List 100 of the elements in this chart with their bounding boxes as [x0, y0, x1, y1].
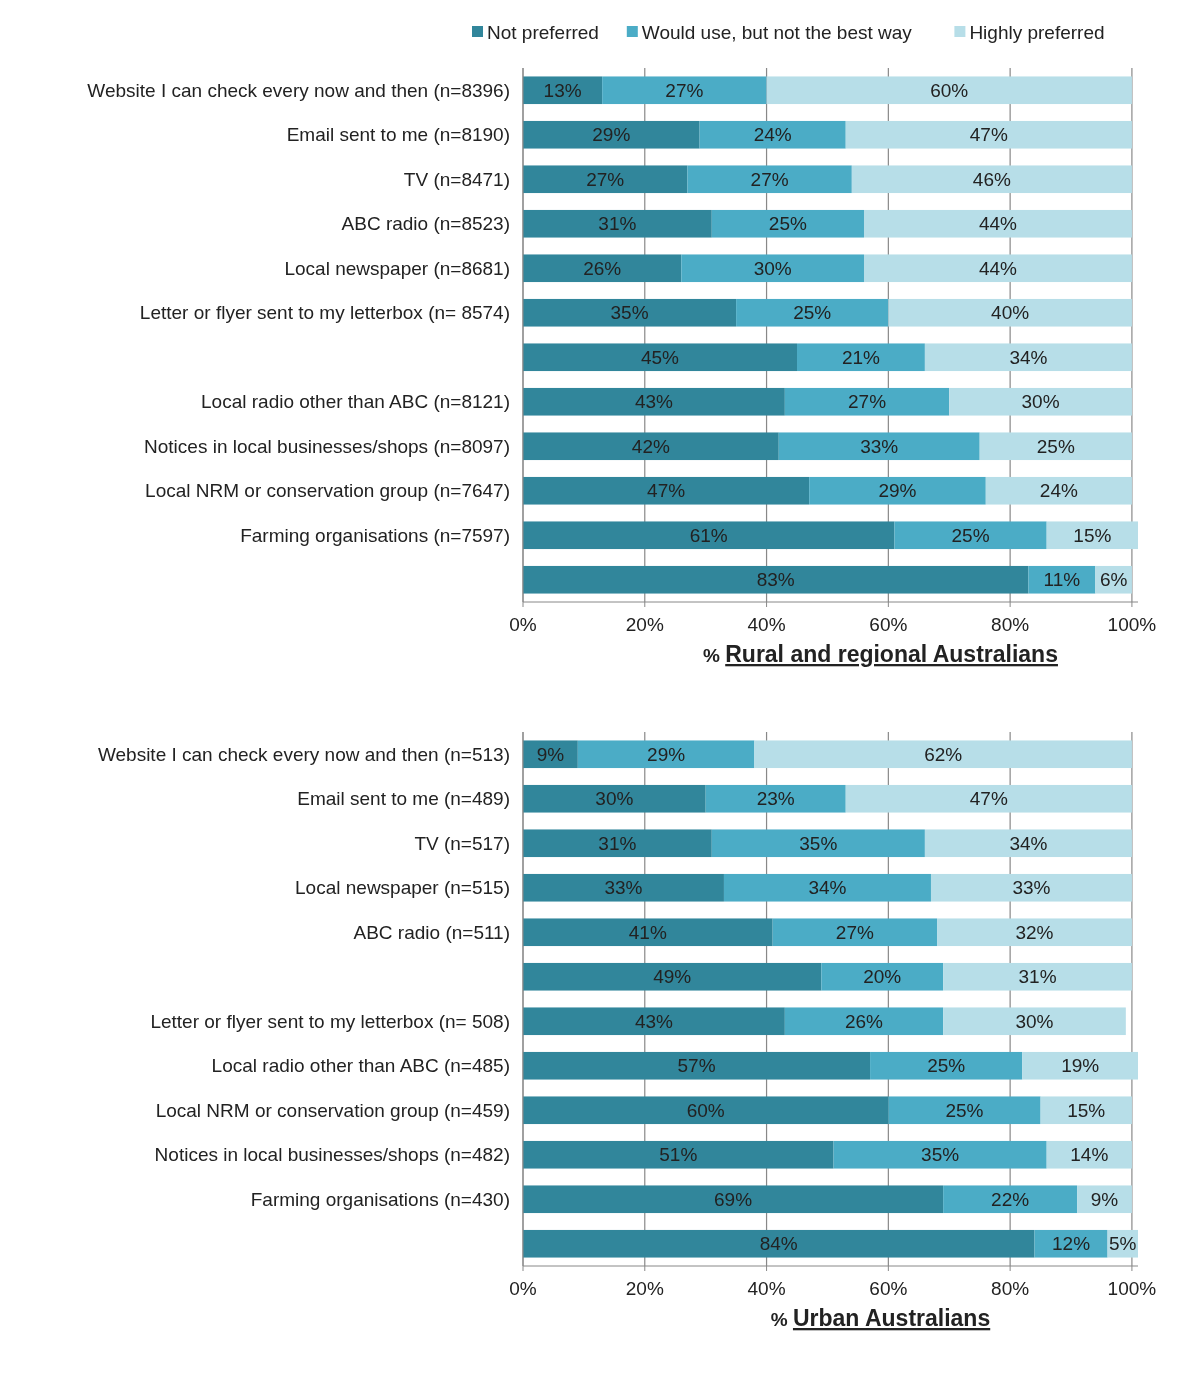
bar: [523, 165, 688, 194]
data-label: 62%: [924, 743, 963, 765]
bar: [1046, 521, 1138, 550]
y-tick-label: Notices in local businesses/shops (n=482): [154, 1144, 510, 1166]
bar: [845, 120, 1132, 149]
bar: [851, 165, 1132, 194]
data-label: 34%: [1009, 346, 1048, 368]
data-label: 25%: [1036, 435, 1075, 457]
legend-label: Not preferred: [487, 21, 599, 43]
bar: [1022, 1051, 1138, 1080]
data-label: 31%: [1018, 966, 1057, 988]
data-label: 27%: [750, 168, 789, 190]
data-label: 60%: [930, 79, 969, 101]
y-tick-label: Local radio other than ABC (n=485): [211, 1055, 510, 1077]
bar: [924, 343, 1132, 372]
bar: [523, 873, 724, 902]
data-label: 27%: [835, 921, 874, 943]
y-tick-label: Email sent to me (n=8190): [286, 124, 510, 146]
data-label: 83%: [756, 569, 795, 591]
data-label: 29%: [592, 124, 631, 146]
bar: [523, 1185, 944, 1214]
x-axis-title: % Urban Australians: [770, 1305, 991, 1331]
bar: [863, 254, 1132, 283]
data-label: 20%: [863, 966, 902, 988]
bar: [1034, 1229, 1108, 1258]
bar: [930, 873, 1132, 902]
data-label: 9%: [1090, 1188, 1119, 1210]
data-label: 29%: [878, 480, 917, 502]
bar: [870, 1051, 1023, 1080]
x-tick-label: 100%: [1107, 613, 1157, 635]
data-label: 11%: [1043, 569, 1081, 591]
bar: [523, 432, 779, 461]
y-tick-label: Website I can check every now and then (n=513): [97, 743, 510, 765]
data-label: 31%: [598, 213, 637, 235]
data-label: 69%: [714, 1188, 753, 1210]
data-label: 22%: [991, 1188, 1030, 1210]
data-label: 26%: [583, 257, 622, 279]
bar: [937, 918, 1132, 947]
bar: [523, 476, 810, 505]
y-tick-label: Notices in local businesses/shops (n=8097): [144, 435, 510, 457]
data-label: 35%: [921, 1144, 960, 1166]
y-tick-label: Farming organisations (n=430): [250, 1188, 510, 1210]
bar: [784, 387, 950, 416]
data-label: 84%: [759, 1233, 798, 1255]
bar: [924, 829, 1132, 858]
bar: [687, 165, 852, 194]
data-label: 33%: [1012, 877, 1051, 899]
data-label: 23%: [756, 788, 795, 810]
data-label: 33%: [860, 435, 899, 457]
y-tick-label: Letter or flyer sent to my letterbox (n= 8574): [139, 302, 510, 324]
data-label: 30%: [753, 257, 792, 279]
bar: [894, 521, 1047, 550]
legend-label: Highly preferred: [969, 21, 1105, 43]
data-label: 30%: [1021, 391, 1060, 413]
bar: [772, 918, 938, 947]
bar: [523, 565, 1029, 594]
x-tick-label: 80%: [991, 613, 1030, 635]
y-tick-label: ABC radio (n=511): [353, 921, 510, 943]
data-label: 12%: [1052, 1233, 1091, 1255]
bar: [523, 1051, 871, 1080]
bar: [523, 1229, 1035, 1258]
bar: [943, 1007, 1126, 1036]
data-label: 19%: [1061, 1055, 1100, 1077]
data-label: 47%: [969, 124, 1008, 146]
x-tick-label: 0%: [509, 1277, 537, 1299]
data-label: 43%: [634, 1010, 674, 1032]
data-label: 60%: [686, 1099, 725, 1121]
data-label: 32%: [1015, 921, 1054, 943]
data-label: 35%: [610, 302, 649, 324]
bar: [943, 1185, 1078, 1214]
bar: [523, 521, 895, 550]
y-tick-label: Letter or flyer sent to my letterbox (n= 508): [150, 1010, 510, 1032]
data-label: 25%: [768, 213, 807, 235]
bar: [845, 784, 1132, 813]
bar: [1040, 1096, 1132, 1125]
y-tick-label: Local newspaper (n=515): [295, 877, 510, 899]
bar: [949, 387, 1132, 416]
data-label: 34%: [1009, 832, 1048, 854]
bar: [833, 1140, 1047, 1169]
data-label: 34%: [808, 877, 847, 899]
data-label: 14%: [1070, 1144, 1109, 1166]
x-tick-label: 100%: [1107, 1277, 1157, 1299]
data-label: 15%: [1073, 524, 1112, 546]
x-axis-title: % Rural and regional Australians: [703, 641, 1058, 667]
data-label: 25%: [951, 524, 990, 546]
y-tick-label: Local newspaper (n=8681): [284, 257, 510, 279]
bar: [577, 740, 755, 769]
bar: [523, 120, 700, 149]
data-label: 25%: [945, 1099, 984, 1121]
legend-label: Would use, but not the best way: [641, 21, 913, 43]
data-label: 44%: [978, 213, 1018, 235]
data-label: 30%: [595, 788, 634, 810]
data-label: 47%: [647, 480, 686, 502]
data-label: 31%: [598, 832, 637, 854]
y-tick-label: ABC radio (n=8523): [341, 213, 510, 235]
x-tick-label: 0%: [509, 613, 537, 635]
bar: [979, 432, 1132, 461]
data-label: 6%: [1099, 569, 1128, 591]
bar: [778, 432, 980, 461]
data-label: 49%: [653, 966, 692, 988]
